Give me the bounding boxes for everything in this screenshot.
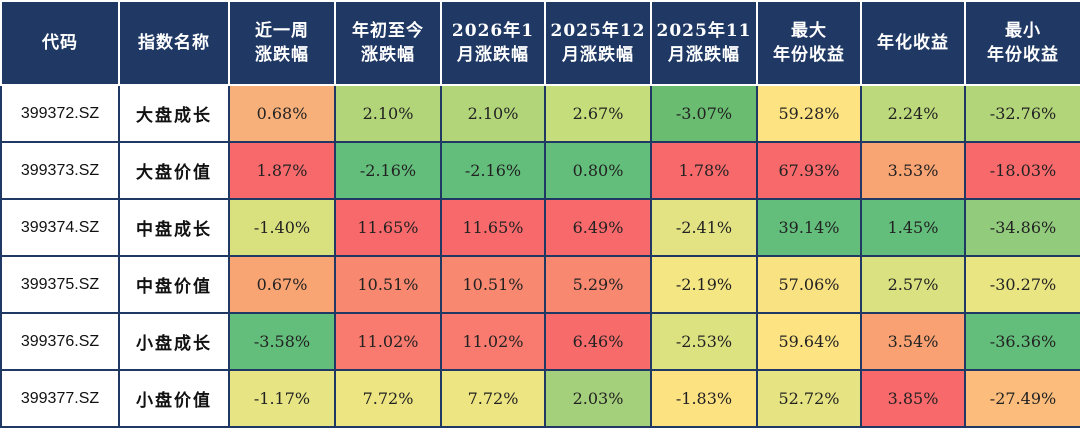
value-cell-dec-2025-change: 2.67% [544, 84, 652, 143]
value-cell-week-change: -1.17% [228, 369, 336, 428]
header-line: 年份收益 [987, 45, 1059, 65]
index-code: 399372.SZ [0, 84, 120, 143]
value-cell-nov-2025-change: -2.19% [650, 255, 758, 314]
header-max-annual-return: 最大 年份收益 [756, 0, 862, 86]
header-nov-2025-change: 2025年11 月涨跌幅 [650, 0, 758, 86]
index-name: 大盘价值 [118, 141, 230, 200]
value-cell-dec-2025-change: 5.29% [544, 255, 652, 314]
value-cell-min-annual-return: -34.86% [964, 198, 1080, 257]
index-name: 小盘价值 [118, 369, 230, 428]
header-row: 代码 指数名称 近一周 涨跌幅 年初至今 涨跌幅 2026年1 月涨跌幅 2025年12 月涨跌幅… [0, 0, 1080, 86]
value-cell-jan-2026-change: 7.72% [440, 369, 546, 428]
table-row: 399374.SZ 中盘成长 -1.40% 11.65% 11.65% 6.49% -2.4… [0, 198, 1080, 257]
header-line: 涨跌幅 [255, 45, 309, 65]
header-line: 月涨跌幅 [668, 45, 740, 65]
value-cell-dec-2025-change: 6.46% [544, 312, 652, 371]
header-ytd-change: 年初至今 涨跌幅 [334, 0, 442, 86]
header-line: 2026年1 [451, 21, 535, 41]
header-index-name: 指数名称 [118, 0, 230, 86]
value-cell-jan-2026-change: 2.10% [440, 84, 546, 143]
header-jan-2026-change: 2026年1 月涨跌幅 [440, 0, 546, 86]
header-dec-2025-change: 2025年12 月涨跌幅 [544, 0, 652, 86]
value-cell-nov-2025-change: -2.41% [650, 198, 758, 257]
header-line: 指数名称 [138, 33, 210, 53]
value-cell-max-annual-return: 59.28% [756, 84, 862, 143]
value-cell-annualized-return: 2.24% [860, 84, 966, 143]
value-cell-min-annual-return: -32.76% [964, 84, 1080, 143]
value-cell-week-change: 0.67% [228, 255, 336, 314]
value-cell-min-annual-return: -18.03% [964, 141, 1080, 200]
index-returns-table: 代码 指数名称 近一周 涨跌幅 年初至今 涨跌幅 2026年1 月涨跌幅 2025年12 月涨跌幅… [0, 0, 1080, 428]
value-cell-ytd-change: 10.51% [334, 255, 442, 314]
value-cell-dec-2025-change: 6.49% [544, 198, 652, 257]
header-line: 月涨跌幅 [457, 45, 529, 65]
value-cell-min-annual-return: -30.27% [964, 255, 1080, 314]
index-name: 中盘价值 [118, 255, 230, 314]
value-cell-annualized-return: 1.45% [860, 198, 966, 257]
header-annualized-return: 年化收益 [860, 0, 966, 86]
value-cell-nov-2025-change: -1.83% [650, 369, 758, 428]
header-line: 月涨跌幅 [562, 45, 634, 65]
table-body: 399372.SZ 大盘成长 0.68% 2.10% 2.10% 2.67% -3.07% 5… [0, 84, 1080, 428]
index-code: 399377.SZ [0, 369, 120, 428]
value-cell-ytd-change: 7.72% [334, 369, 442, 428]
value-cell-annualized-return: 3.85% [860, 369, 966, 428]
index-code: 399375.SZ [0, 255, 120, 314]
value-cell-dec-2025-change: 0.80% [544, 141, 652, 200]
value-cell-max-annual-return: 67.93% [756, 141, 862, 200]
value-cell-jan-2026-change: 10.51% [440, 255, 546, 314]
header-code: 代码 [0, 0, 120, 86]
value-cell-annualized-return: 3.54% [860, 312, 966, 371]
header-line: 最大 [791, 21, 827, 41]
header-line: 2025年11 [656, 21, 752, 41]
value-cell-ytd-change: 11.65% [334, 198, 442, 257]
table-row: 399375.SZ 中盘价值 0.67% 10.51% 10.51% 5.29% -2.19… [0, 255, 1080, 314]
value-cell-max-annual-return: 59.64% [756, 312, 862, 371]
header-line: 年份收益 [773, 45, 845, 65]
index-name: 小盘成长 [118, 312, 230, 371]
value-cell-week-change: 0.68% [228, 84, 336, 143]
value-cell-week-change: -1.40% [228, 198, 336, 257]
value-cell-jan-2026-change: 11.65% [440, 198, 546, 257]
table-row: 399373.SZ 大盘价值 1.87% -2.16% -2.16% 0.80% 1.78%… [0, 141, 1080, 200]
value-cell-ytd-change: 2.10% [334, 84, 442, 143]
table-row: 399376.SZ 小盘成长 -3.58% 11.02% 11.02% 6.46% -2.5… [0, 312, 1080, 371]
value-cell-max-annual-return: 39.14% [756, 198, 862, 257]
index-name: 大盘成长 [118, 84, 230, 143]
value-cell-max-annual-return: 52.72% [756, 369, 862, 428]
value-cell-dec-2025-change: 2.03% [544, 369, 652, 428]
value-cell-nov-2025-change: 1.78% [650, 141, 758, 200]
index-code: 399374.SZ [0, 198, 120, 257]
header-line: 年初至今 [352, 21, 424, 41]
table-row: 399372.SZ 大盘成长 0.68% 2.10% 2.10% 2.67% -3.07% 5… [0, 84, 1080, 143]
value-cell-annualized-return: 3.53% [860, 141, 966, 200]
value-cell-nov-2025-change: -3.07% [650, 84, 758, 143]
value-cell-jan-2026-change: 11.02% [440, 312, 546, 371]
header-line: 涨跌幅 [361, 45, 415, 65]
value-cell-week-change: 1.87% [228, 141, 336, 200]
header-line: 代码 [42, 33, 78, 53]
value-cell-ytd-change: 11.02% [334, 312, 442, 371]
value-cell-min-annual-return: -27.49% [964, 369, 1080, 428]
index-code: 399373.SZ [0, 141, 120, 200]
value-cell-max-annual-return: 57.06% [756, 255, 862, 314]
value-cell-ytd-change: -2.16% [334, 141, 442, 200]
index-name: 中盘成长 [118, 198, 230, 257]
value-cell-min-annual-return: -36.36% [964, 312, 1080, 371]
header-week-change: 近一周 涨跌幅 [228, 0, 336, 86]
value-cell-jan-2026-change: -2.16% [440, 141, 546, 200]
index-code: 399376.SZ [0, 312, 120, 371]
value-cell-nov-2025-change: -2.53% [650, 312, 758, 371]
header-line: 近一周 [255, 21, 309, 41]
value-cell-annualized-return: 2.57% [860, 255, 966, 314]
value-cell-week-change: -3.58% [228, 312, 336, 371]
header-line: 最小 [1005, 21, 1041, 41]
header-min-annual-return: 最小 年份收益 [964, 0, 1080, 86]
header-line: 2025年12 [550, 21, 646, 41]
header-line: 年化收益 [877, 33, 949, 53]
table-row: 399377.SZ 小盘价值 -1.17% 7.72% 7.72% 2.03% -1.83%… [0, 369, 1080, 428]
